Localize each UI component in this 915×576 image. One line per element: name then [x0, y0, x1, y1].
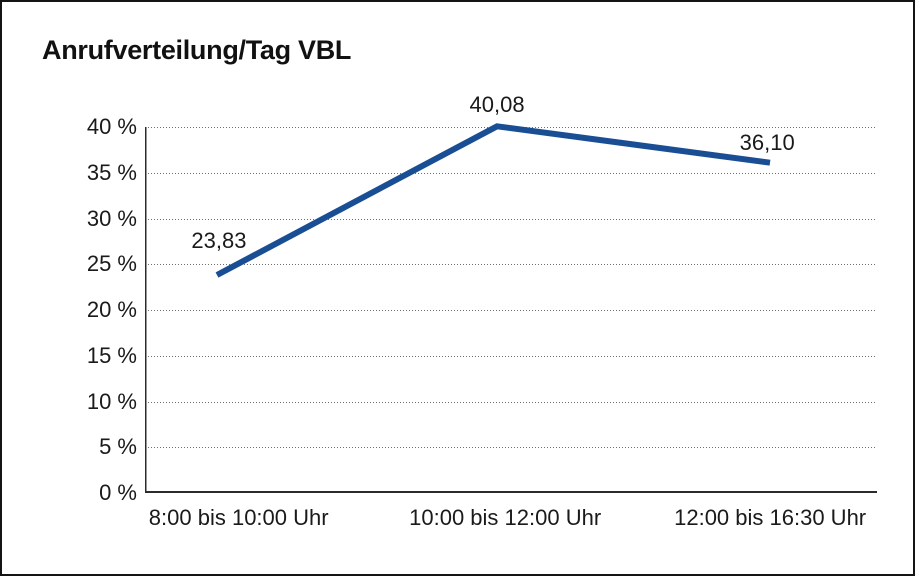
- y-axis-tick-label: 0 %: [99, 480, 137, 505]
- y-axis-tick-label: 25 %: [86, 251, 137, 277]
- y-axis-tick-label: 30 %: [86, 205, 137, 231]
- data-point-label: 40,08: [469, 92, 525, 118]
- x-axis-category-label: 12:00 bis 16:30 Uhr: [674, 505, 867, 530]
- chart-title: Anrufverteilung/Tag VBL: [42, 35, 352, 65]
- x-axis-category-label: 8:00 bis 10:00 Uhr: [148, 505, 329, 530]
- data-series-line: [215, 123, 771, 278]
- y-axis-tick-label: 35 %: [86, 159, 137, 185]
- data-point-label: 36,10: [739, 129, 795, 155]
- y-axis-tick-label: 10 %: [86, 388, 137, 414]
- y-axis-tick-label: 5 %: [99, 434, 137, 460]
- line-chart-svg: [145, 123, 877, 493]
- y-axis-tick-label: 15 %: [86, 342, 137, 368]
- y-axis-tick-label: 40 %: [86, 114, 137, 139]
- data-point-label: 23,83: [191, 227, 247, 253]
- y-axis-tick-label: 20 %: [86, 297, 137, 322]
- x-axis-category-label: 10:00 bis 12:00 Uhr: [409, 505, 602, 530]
